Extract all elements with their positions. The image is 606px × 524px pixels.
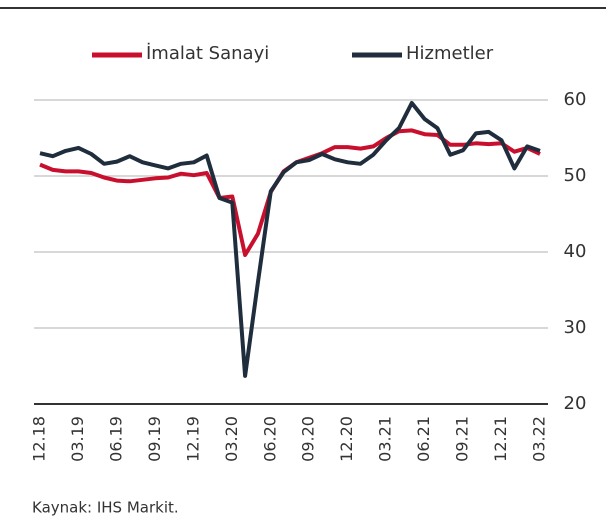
x-tick-label: 12.21 [491,416,510,462]
x-tick-label: 03.19 [68,416,87,462]
x-tick-label: 03.20 [222,416,241,462]
y-tick-label: 60 [564,89,587,110]
x-tick-label: 09.21 [453,416,472,462]
x-tick-label: 06.20 [260,416,279,462]
series-line [39,101,541,378]
x-tick-label: 03.21 [376,416,395,462]
x-tick-label: 09.19 [145,416,164,462]
y-tick-label: 50 [564,165,587,186]
y-tick-label: 20 [564,393,587,414]
x-tick-label: 06.19 [106,416,125,462]
legend-label: Hizmetler [406,43,494,64]
x-tick-label: 12.19 [183,416,202,462]
x-tick-label: 06.21 [414,416,433,462]
x-tick-label: 12.18 [30,416,49,462]
x-tick-label: 09.20 [299,416,318,462]
x-tick-label: 03.22 [530,416,549,462]
y-tick-label: 30 [564,317,587,338]
legend-label: İmalat Sanayi [146,43,269,64]
source: Kaynak: IHS Markit. [32,499,179,517]
y-tick-label: 40 [564,241,587,262]
x-tick-label: 12.20 [337,416,356,462]
